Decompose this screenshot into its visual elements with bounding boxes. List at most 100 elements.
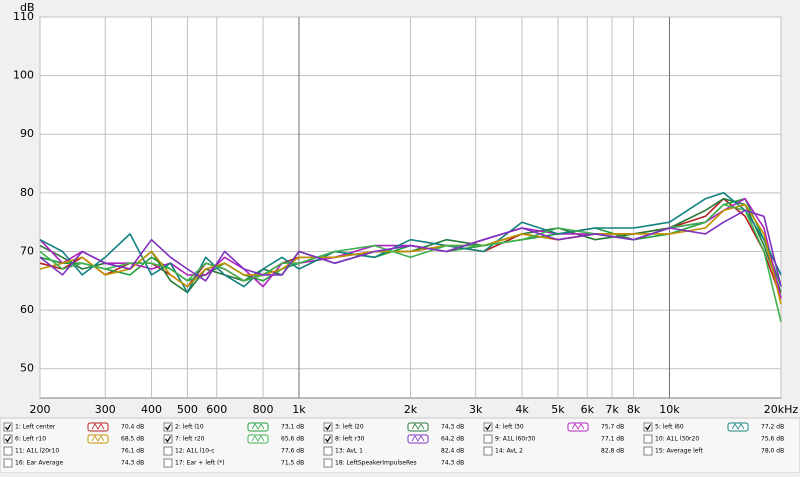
legend-level: 82,8 dB bbox=[601, 448, 624, 455]
curve-swatch[interactable] bbox=[567, 422, 589, 432]
checkbox[interactable] bbox=[3, 422, 13, 432]
x-tick-label: 300 bbox=[95, 403, 116, 416]
y-tick-label: 80 bbox=[20, 186, 34, 199]
x-tick-label: 6k bbox=[581, 403, 595, 416]
legend-name: 13: AvL 1 bbox=[335, 448, 363, 455]
legend-level: 64,2 dB bbox=[441, 436, 464, 443]
checkbox[interactable] bbox=[3, 434, 13, 444]
x-tick-label: 20kHz bbox=[764, 403, 799, 416]
checkmark bbox=[5, 436, 12, 443]
legend-name: 17: Ear + left (*) bbox=[175, 460, 225, 467]
checkbox[interactable] bbox=[163, 446, 173, 456]
swatch-icon bbox=[251, 423, 265, 430]
legend-level: 74,3 dB bbox=[441, 460, 464, 467]
swatch-icon bbox=[571, 423, 585, 430]
response-curve bbox=[39, 203, 782, 322]
legend-panel bbox=[0, 417, 800, 474]
x-tick-label: 400 bbox=[141, 403, 162, 416]
y-tick-label: 90 bbox=[20, 127, 34, 140]
legend-level: 82,4 dB bbox=[441, 448, 464, 455]
legend-name: 5: left l60 bbox=[655, 424, 684, 431]
legend-name: 18: LeftSpeakerImpulseRes bbox=[335, 460, 417, 467]
x-tick-label: 4k bbox=[515, 403, 529, 416]
checkmark bbox=[5, 424, 12, 431]
legend-level: 73,1 dB bbox=[281, 424, 304, 431]
checkbox[interactable] bbox=[163, 434, 173, 444]
curve-swatch[interactable] bbox=[407, 434, 429, 444]
legend-name: 2: left l10 bbox=[175, 424, 204, 431]
legend-level: 76,1 dB bbox=[121, 448, 144, 455]
curve-swatch[interactable] bbox=[407, 422, 429, 432]
legend-level: 74,3 dB bbox=[441, 424, 464, 431]
legend-name: 4: left l30 bbox=[495, 424, 524, 431]
x-tick-label: 200 bbox=[30, 403, 51, 416]
curve-swatch[interactable] bbox=[87, 422, 109, 432]
legend-name: 12: A1L l10-c bbox=[175, 448, 215, 455]
legend-name: 6: Left r10 bbox=[15, 436, 46, 443]
x-tick-label: 10k bbox=[659, 403, 680, 416]
checkmark bbox=[325, 424, 332, 431]
checkbox[interactable] bbox=[483, 422, 493, 432]
checkmark bbox=[645, 424, 652, 431]
swatch-icon bbox=[411, 435, 425, 442]
legend-level: 70,4 dB bbox=[121, 424, 144, 431]
legend-level: 77,1 dB bbox=[601, 436, 624, 443]
checkmark bbox=[165, 424, 172, 431]
y-tick-label: 50 bbox=[20, 362, 34, 375]
y-tick-label: 60 bbox=[20, 303, 34, 316]
checkbox[interactable] bbox=[3, 458, 13, 468]
legend-level: 74,3 dB bbox=[121, 460, 144, 467]
swatch-icon bbox=[731, 423, 745, 430]
response-curve bbox=[39, 209, 782, 287]
legend-level: 65,6 dB bbox=[281, 436, 304, 443]
checkbox[interactable] bbox=[643, 434, 653, 444]
legend-level: 77,2 dB bbox=[761, 424, 784, 431]
legend-level: 75,7 dB bbox=[601, 424, 624, 431]
swatch-icon bbox=[251, 435, 265, 442]
checkmark bbox=[165, 436, 172, 443]
swatch-icon bbox=[91, 423, 105, 430]
checkbox[interactable] bbox=[483, 434, 493, 444]
x-tick-label: 600 bbox=[206, 403, 227, 416]
response-curve bbox=[39, 203, 782, 305]
curve-swatch[interactable] bbox=[87, 434, 109, 444]
legend-name: 14: AvL 2 bbox=[495, 448, 523, 455]
legend-level: 71,5 dB bbox=[281, 460, 304, 467]
checkbox[interactable] bbox=[643, 422, 653, 432]
legend-name: 15: Average left bbox=[655, 448, 703, 455]
y-axis-label: dB bbox=[20, 1, 35, 14]
swatch-icon bbox=[411, 423, 425, 430]
x-tick-label: 3k bbox=[469, 403, 483, 416]
legend-name: 8: left r30 bbox=[335, 436, 365, 443]
legend-level: 68,5 dB bbox=[121, 436, 144, 443]
legend-level: 75,6 dB bbox=[761, 436, 784, 443]
x-tick-label: 2k bbox=[404, 403, 418, 416]
curve-swatch[interactable] bbox=[247, 422, 269, 432]
curve-swatch[interactable] bbox=[247, 434, 269, 444]
checkmark bbox=[325, 436, 332, 443]
x-tick-label: 1k bbox=[292, 403, 306, 416]
legend-name: 1: Left center bbox=[15, 424, 56, 431]
checkbox[interactable] bbox=[483, 446, 493, 456]
checkbox[interactable] bbox=[643, 446, 653, 456]
x-tick-label: 800 bbox=[253, 403, 274, 416]
legend-level: 77,6 dB bbox=[281, 448, 304, 455]
checkbox[interactable] bbox=[323, 422, 333, 432]
checkbox[interactable] bbox=[3, 446, 13, 456]
x-tick-label: 500 bbox=[177, 403, 198, 416]
legend-level: 78,0 dB bbox=[761, 448, 784, 455]
checkbox[interactable] bbox=[323, 446, 333, 456]
curve-swatch[interactable] bbox=[727, 422, 749, 432]
y-tick-label: 100 bbox=[13, 69, 34, 82]
checkmark bbox=[485, 424, 492, 431]
checkbox[interactable] bbox=[323, 458, 333, 468]
checkbox[interactable] bbox=[323, 434, 333, 444]
x-tick-label: 8k bbox=[627, 403, 641, 416]
x-tick-label: 7k bbox=[605, 403, 619, 416]
legend-name: 11: A1L l20r10 bbox=[15, 448, 59, 455]
checkbox[interactable] bbox=[163, 422, 173, 432]
legend-name: 16: Ear Average bbox=[15, 460, 63, 467]
checkbox[interactable] bbox=[163, 458, 173, 468]
swatch-icon bbox=[91, 435, 105, 442]
